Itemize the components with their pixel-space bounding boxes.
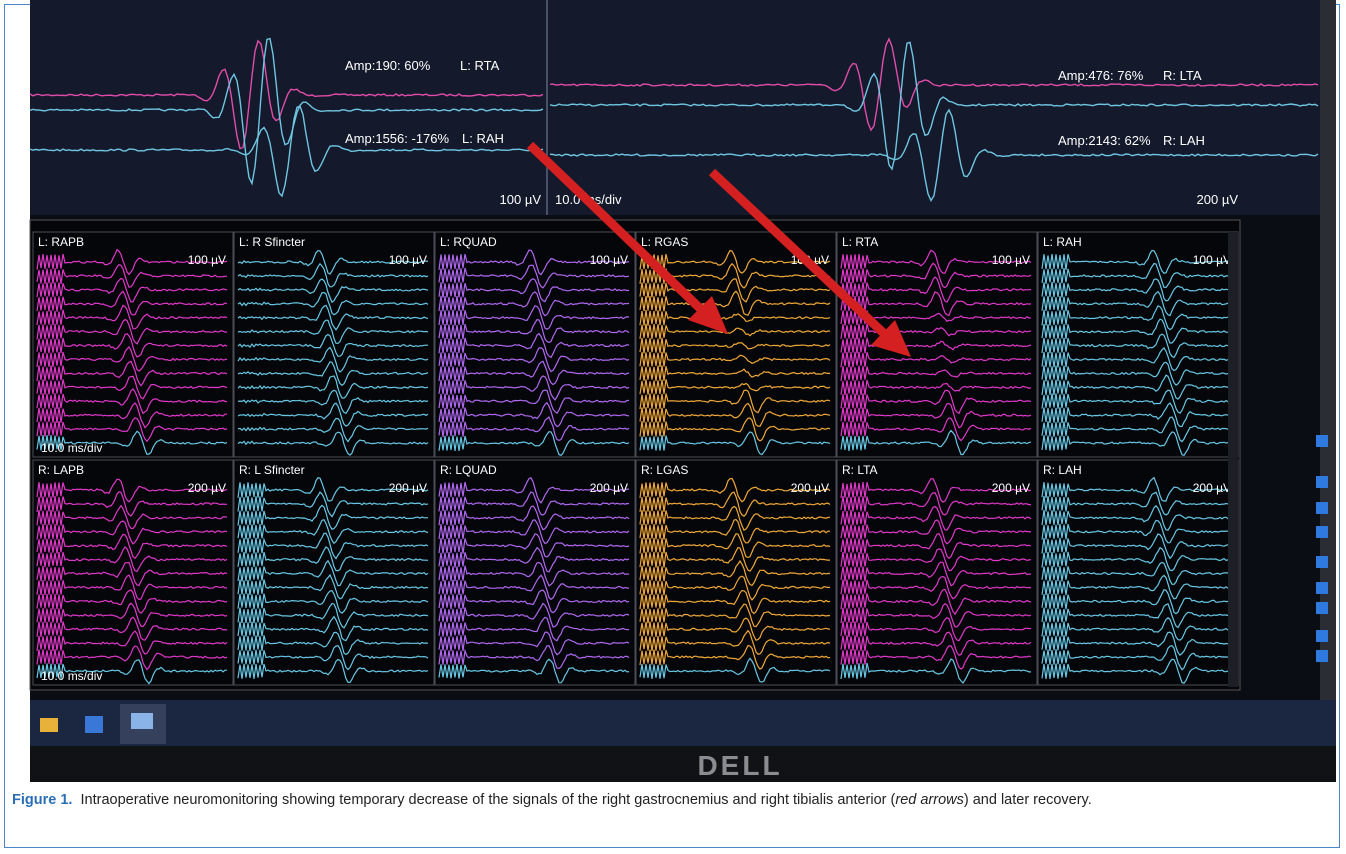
- trace-label: R: LTA: [1163, 68, 1202, 83]
- caption-emphasis: red arrows: [895, 792, 964, 808]
- taskbar: [30, 700, 1336, 746]
- checkbox[interactable]: [1316, 650, 1328, 662]
- app-icon: [131, 713, 153, 729]
- panel-label: L: RAH: [1043, 235, 1082, 249]
- panel-scale: 200 µV: [590, 481, 628, 495]
- trace-label: Amp:1556: -176%: [345, 131, 450, 146]
- panel-label: R: LAPB: [38, 463, 84, 477]
- monitor-photo: Amp:190: 60% L: RTA Amp:1556: -176% L: RAH 1…: [0, 0, 1346, 785]
- caption-label: Figure 1.: [12, 792, 72, 808]
- panel-timebase: 10.0 ms/div: [41, 441, 102, 455]
- panel-label: R: LAH: [1043, 463, 1082, 477]
- trace-label: L: RTA: [460, 58, 500, 73]
- trace-label: 100 µV: [500, 192, 542, 207]
- checkbox[interactable]: [1316, 476, 1328, 488]
- figure-caption: Figure 1. Intraoperative neuromonitoring…: [12, 790, 1332, 811]
- panel-scale: 200 µV: [188, 481, 226, 495]
- panel-label: L: RQUAD: [440, 235, 497, 249]
- panel-label: R: LTA: [842, 463, 878, 477]
- panel-scale: 200 µV: [791, 481, 829, 495]
- folder-icon[interactable]: [40, 718, 58, 732]
- trace-label: Amp:190: 60%: [345, 58, 431, 73]
- checkbox[interactable]: [1316, 435, 1328, 447]
- checkbox[interactable]: [1316, 556, 1328, 568]
- store-icon[interactable]: [85, 716, 103, 733]
- panel-label: L: RGAS: [641, 235, 688, 249]
- panel-timebase: 10.0 ms/div: [41, 669, 102, 683]
- side-panel: [1320, 0, 1336, 700]
- trace-label: Amp:476: 76%: [1058, 68, 1144, 83]
- bezel: [30, 746, 1336, 782]
- panel-label: L: RAPB: [38, 235, 84, 249]
- panel-scale: 200 µV: [1193, 481, 1231, 495]
- checkbox[interactable]: [1316, 582, 1328, 594]
- panel-label: R: LQUAD: [440, 463, 497, 477]
- caption-text-end: ) and later recovery.: [964, 792, 1092, 808]
- checkbox[interactable]: [1316, 602, 1328, 614]
- panel-scale: 200 µV: [389, 481, 427, 495]
- trace-label: Amp:2143: 62%: [1058, 133, 1151, 148]
- trace-label: 200 µV: [1197, 192, 1239, 207]
- panel-label: L: RTA: [842, 235, 878, 249]
- checkbox[interactable]: [1316, 526, 1328, 538]
- panel-label: R: LGAS: [641, 463, 688, 477]
- panel-scale: 100 µV: [590, 253, 628, 267]
- panel-scale: 100 µV: [188, 253, 226, 267]
- panel-scale: 200 µV: [992, 481, 1030, 495]
- panel-scale: 100 µV: [992, 253, 1030, 267]
- panel-scale: 100 µV: [1193, 253, 1231, 267]
- panel-label: L: R Sfincter: [239, 235, 305, 249]
- checkbox[interactable]: [1316, 630, 1328, 642]
- trace-label: L: RAH: [462, 131, 504, 146]
- scrollbar: [1228, 232, 1238, 687]
- trace-label: R: LAH: [1163, 133, 1205, 148]
- checkbox[interactable]: [1316, 502, 1328, 514]
- panel-label: R: L Sfincter: [239, 463, 305, 477]
- caption-text: Intraoperative neuromonitoring showing t…: [81, 792, 896, 808]
- brand-logo: DELL: [697, 750, 782, 781]
- page: Amp:190: 60% L: RTA Amp:1556: -176% L: RAH 1…: [0, 0, 1346, 854]
- panel-scale: 100 µV: [389, 253, 427, 267]
